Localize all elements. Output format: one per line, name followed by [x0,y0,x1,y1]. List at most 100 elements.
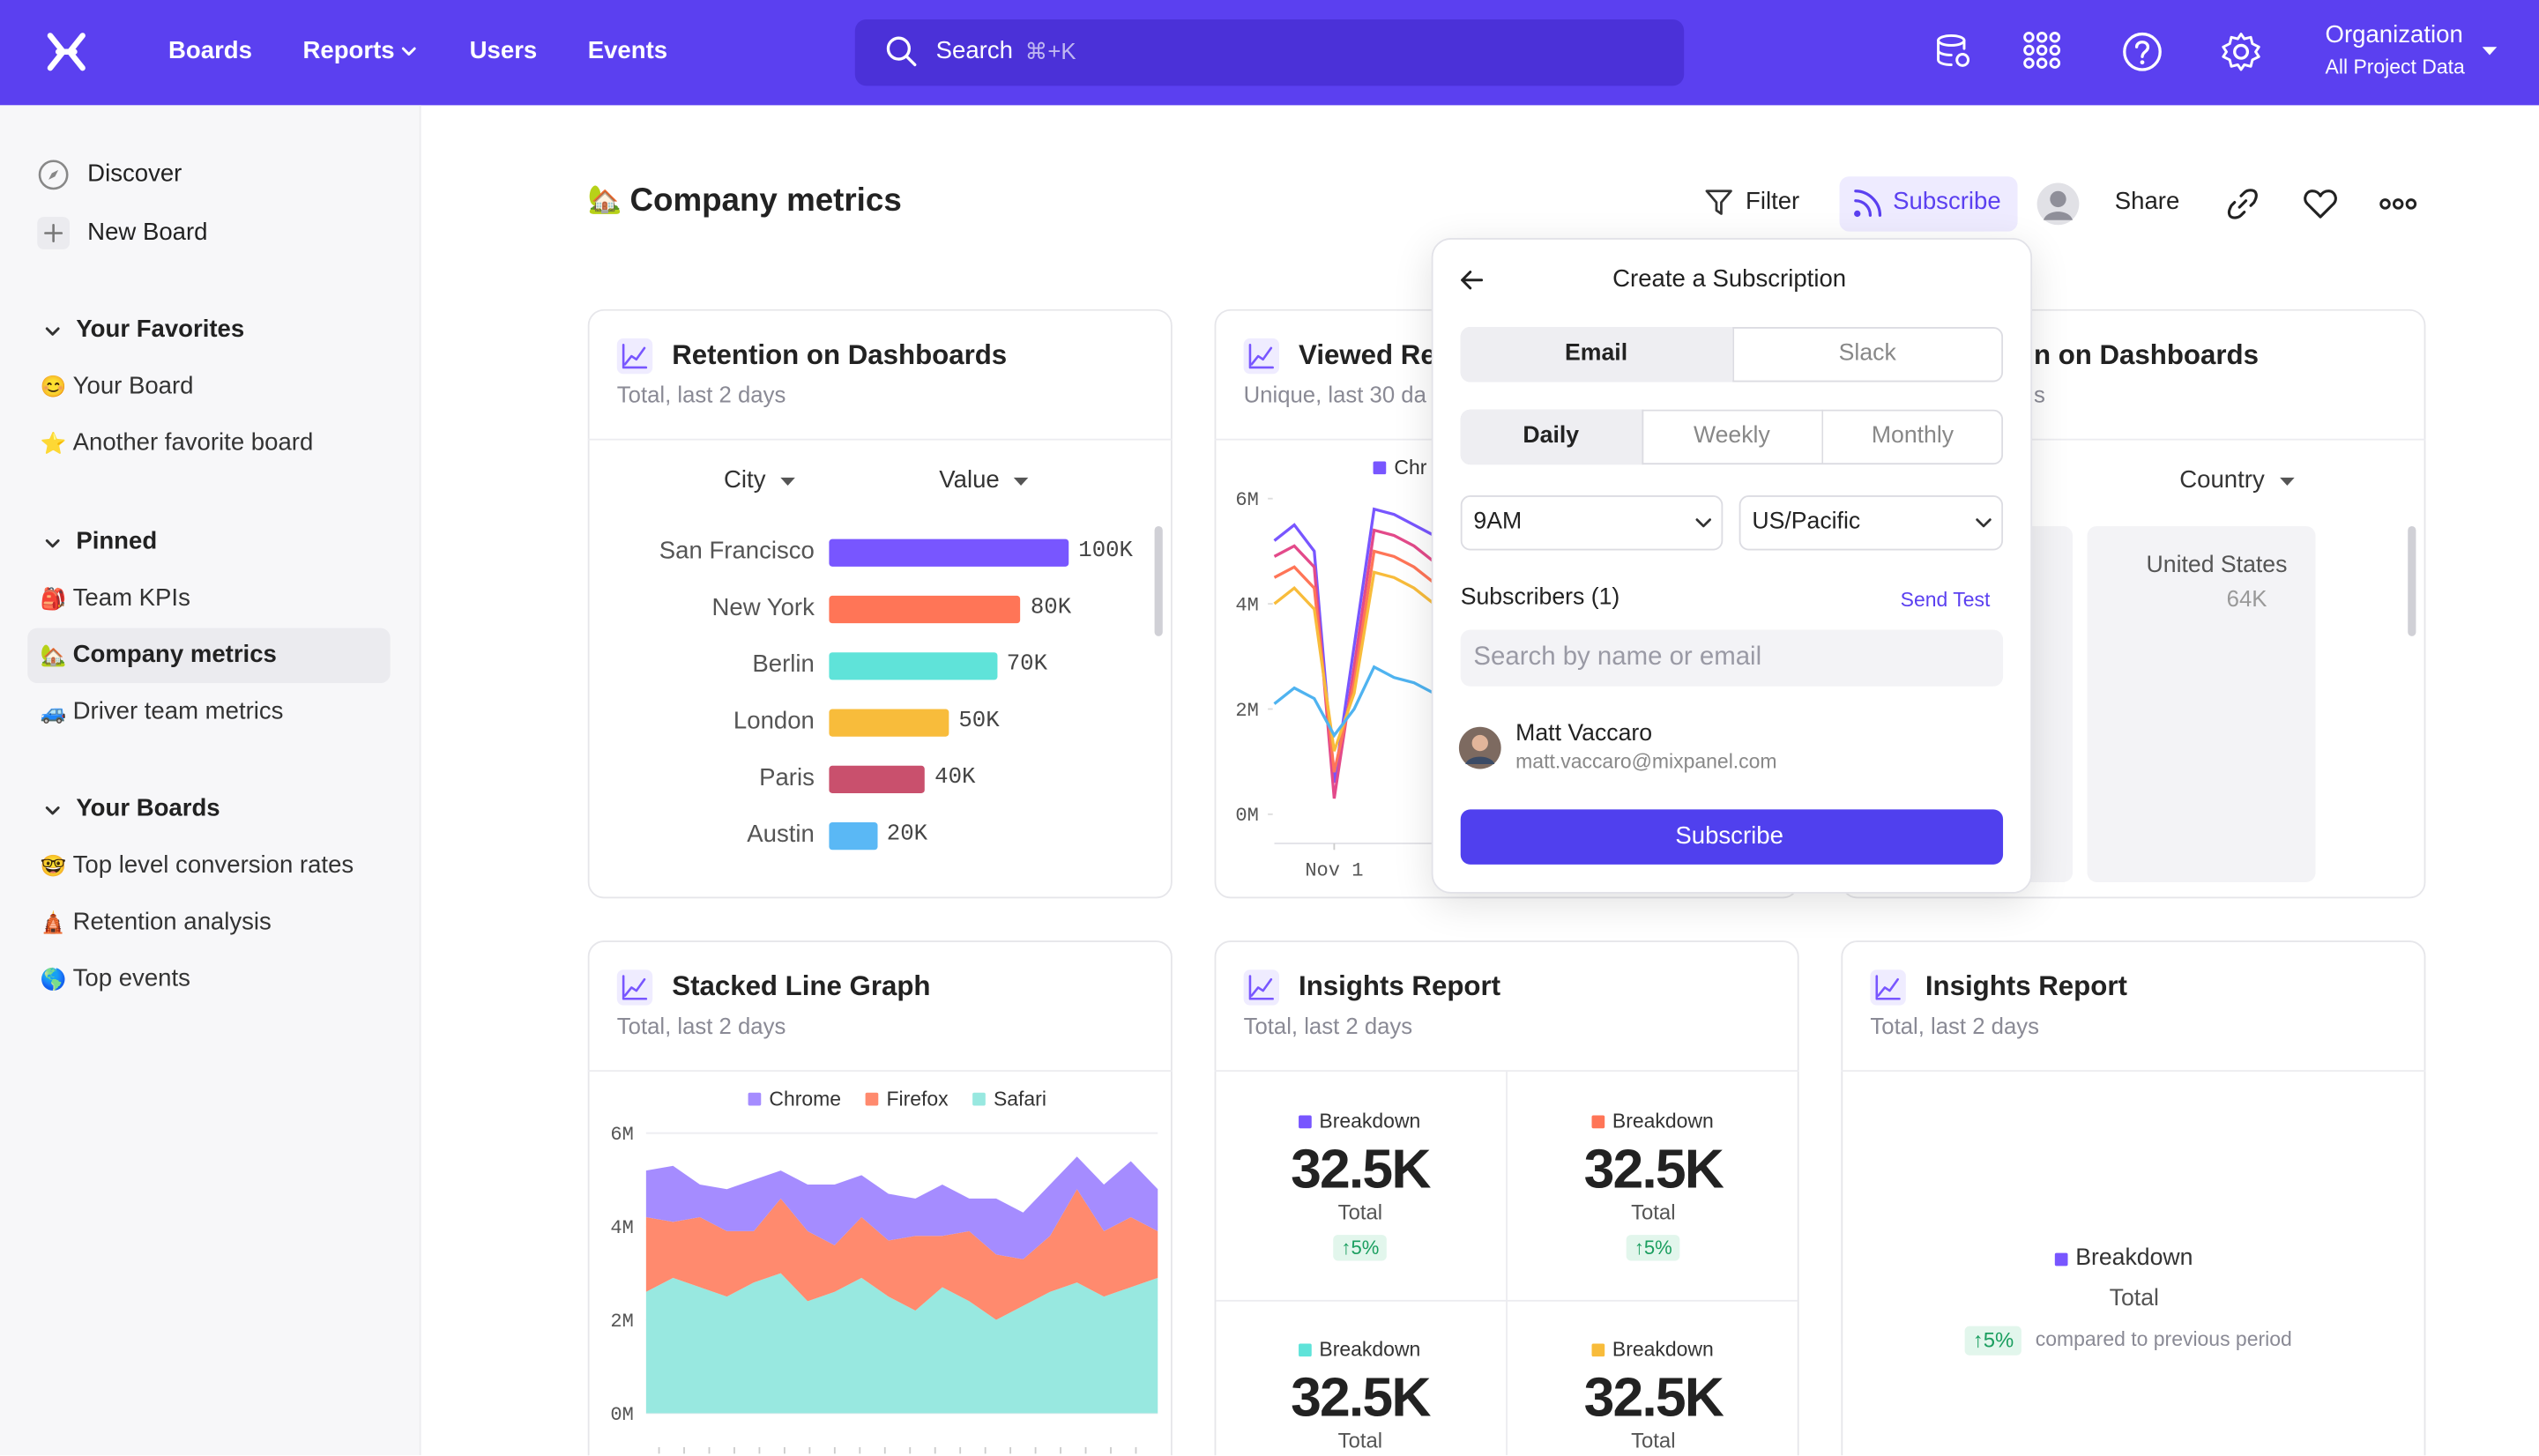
card-subtitle: Total, last 2 days [1870,1013,2039,1039]
nav-link[interactable]: Events [587,37,668,65]
favorite-icon[interactable] [2304,189,2337,219]
metric-value: 32.5K [1583,1367,1724,1430]
bar [829,708,949,736]
segment-label[interactable]: Email [1565,340,1628,367]
dropdown-caret [2280,477,2295,487]
dropdown[interactable]: Country [2179,465,2265,494]
subscribe-label[interactable]: Subscribe [1893,188,2001,216]
card-title[interactable]: Viewed Re [1299,339,1436,371]
board-link[interactable]: Company metrics [72,641,277,669]
help-icon[interactable] [2123,32,2162,71]
sidebar-link[interactable]: New Board [87,218,208,247]
project-name[interactable]: All Project Data [2325,56,2465,79]
logo[interactable] [47,33,86,71]
grid-divider [1506,1071,1508,1456]
board-link[interactable]: Retention analysis [72,908,272,936]
nav-link[interactable]: Reports [302,37,395,65]
card-title[interactable]: Stacked Line Graph [672,970,931,1002]
report-icon [1870,969,1906,1006]
nav-link[interactable]: Users [469,37,538,65]
change-note: compared to previous period [2035,1328,2292,1351]
card-subtitle: Total, last 2 days [616,381,786,408]
subscribe-button[interactable] [1839,176,2018,232]
report-icon-part [616,338,653,375]
report-icon-part [1875,975,1901,1000]
card-title[interactable]: n on Dashboards [2033,339,2259,371]
bar-value: 80K [1030,595,1072,621]
board-emoji: 🚙 [40,699,67,724]
link-icon-part [2227,189,2258,219]
bar-label: New York [711,594,815,622]
send-test-link[interactable]: Send Test [1900,588,1991,612]
data-icon[interactable] [1937,33,1972,70]
card-title[interactable]: Retention on Dashboards [672,339,1008,371]
metric-swatch [1590,1115,1605,1129]
segment[interactable] [1641,409,1822,465]
change-badge: ↑5% [1626,1235,1680,1262]
subscribe-submit-label[interactable]: Subscribe [1675,822,1783,851]
report-icon-part [616,969,653,1006]
report-card [1841,940,2426,1456]
report-icon-part [1248,343,1274,369]
bar [829,538,1069,566]
card-title[interactable]: Insights Report [1925,970,2127,1002]
select[interactable] [1739,495,2004,551]
metric-swatch [2053,1252,2067,1267]
sidebar-link[interactable]: Discover [87,160,182,189]
search-input[interactable] [1460,629,2004,687]
bar-value: 70K [1006,651,1048,678]
search-box[interactable] [854,19,1685,86]
section-chevron[interactable] [45,327,60,337]
segment-label[interactable]: Weekly [1693,422,1770,449]
org-chevron [2482,47,2498,56]
rss-icon [1854,189,1882,218]
segment[interactable] [1460,327,1732,383]
board-link[interactable]: Another favorite board [72,428,314,457]
filter-button[interactable]: Filter [1746,188,1800,216]
metric-label: Breakdown [1319,1338,1421,1361]
card-title[interactable]: Insights Report [1299,970,1501,1002]
segment-label[interactable]: Monthly [1871,422,1955,449]
metric-swatch [1298,1343,1311,1357]
scrollbar [2408,525,2416,636]
dropdown[interactable]: City [724,465,766,494]
board-link[interactable]: Your Board [72,372,194,400]
section-title[interactable]: Your Favorites [76,316,245,344]
board-link[interactable]: Driver team metrics [72,697,284,725]
report-icon [616,338,653,375]
settings-icon[interactable] [2222,33,2260,71]
share-button[interactable]: Share [2114,188,2180,216]
segment[interactable] [1460,409,1642,465]
dropdown[interactable]: Value [939,465,1000,494]
dropdown-caret-part [2280,477,2295,487]
search-icon-part [905,55,917,67]
section-chevron[interactable] [45,806,60,816]
segment-label[interactable]: Slack [1838,340,1896,367]
subscribe-submit[interactable] [1460,809,2004,865]
settings-icon-part [2222,33,2260,71]
nav-link[interactable]: Boards [168,37,252,65]
board-link[interactable]: Top events [72,964,190,992]
section-title[interactable]: Pinned [76,527,158,556]
board-link[interactable]: Team KPIs [72,584,190,613]
filter-icon[interactable] [1705,189,1732,217]
metric-swatch [1590,1343,1605,1357]
more-icon[interactable] [2379,197,2417,211]
segment-label[interactable]: Daily [1523,422,1580,449]
segment[interactable] [1821,409,2003,465]
select-value: US/Pacific [1752,509,1861,535]
section-title[interactable]: Your Boards [76,794,220,823]
apps-icon[interactable] [2023,32,2063,71]
segment[interactable] [1731,327,2003,383]
select[interactable] [1460,495,1724,551]
report-icon-part [1243,969,1280,1006]
section-chevron[interactable] [45,539,60,549]
back-arrow-part [1461,271,1484,290]
org-name[interactable]: Organization [2325,20,2463,49]
link-icon[interactable] [2227,189,2258,219]
series-line [1273,528,1435,799]
back-arrow[interactable] [1461,271,1484,290]
board-link[interactable]: Top level conversion rates [72,851,354,880]
